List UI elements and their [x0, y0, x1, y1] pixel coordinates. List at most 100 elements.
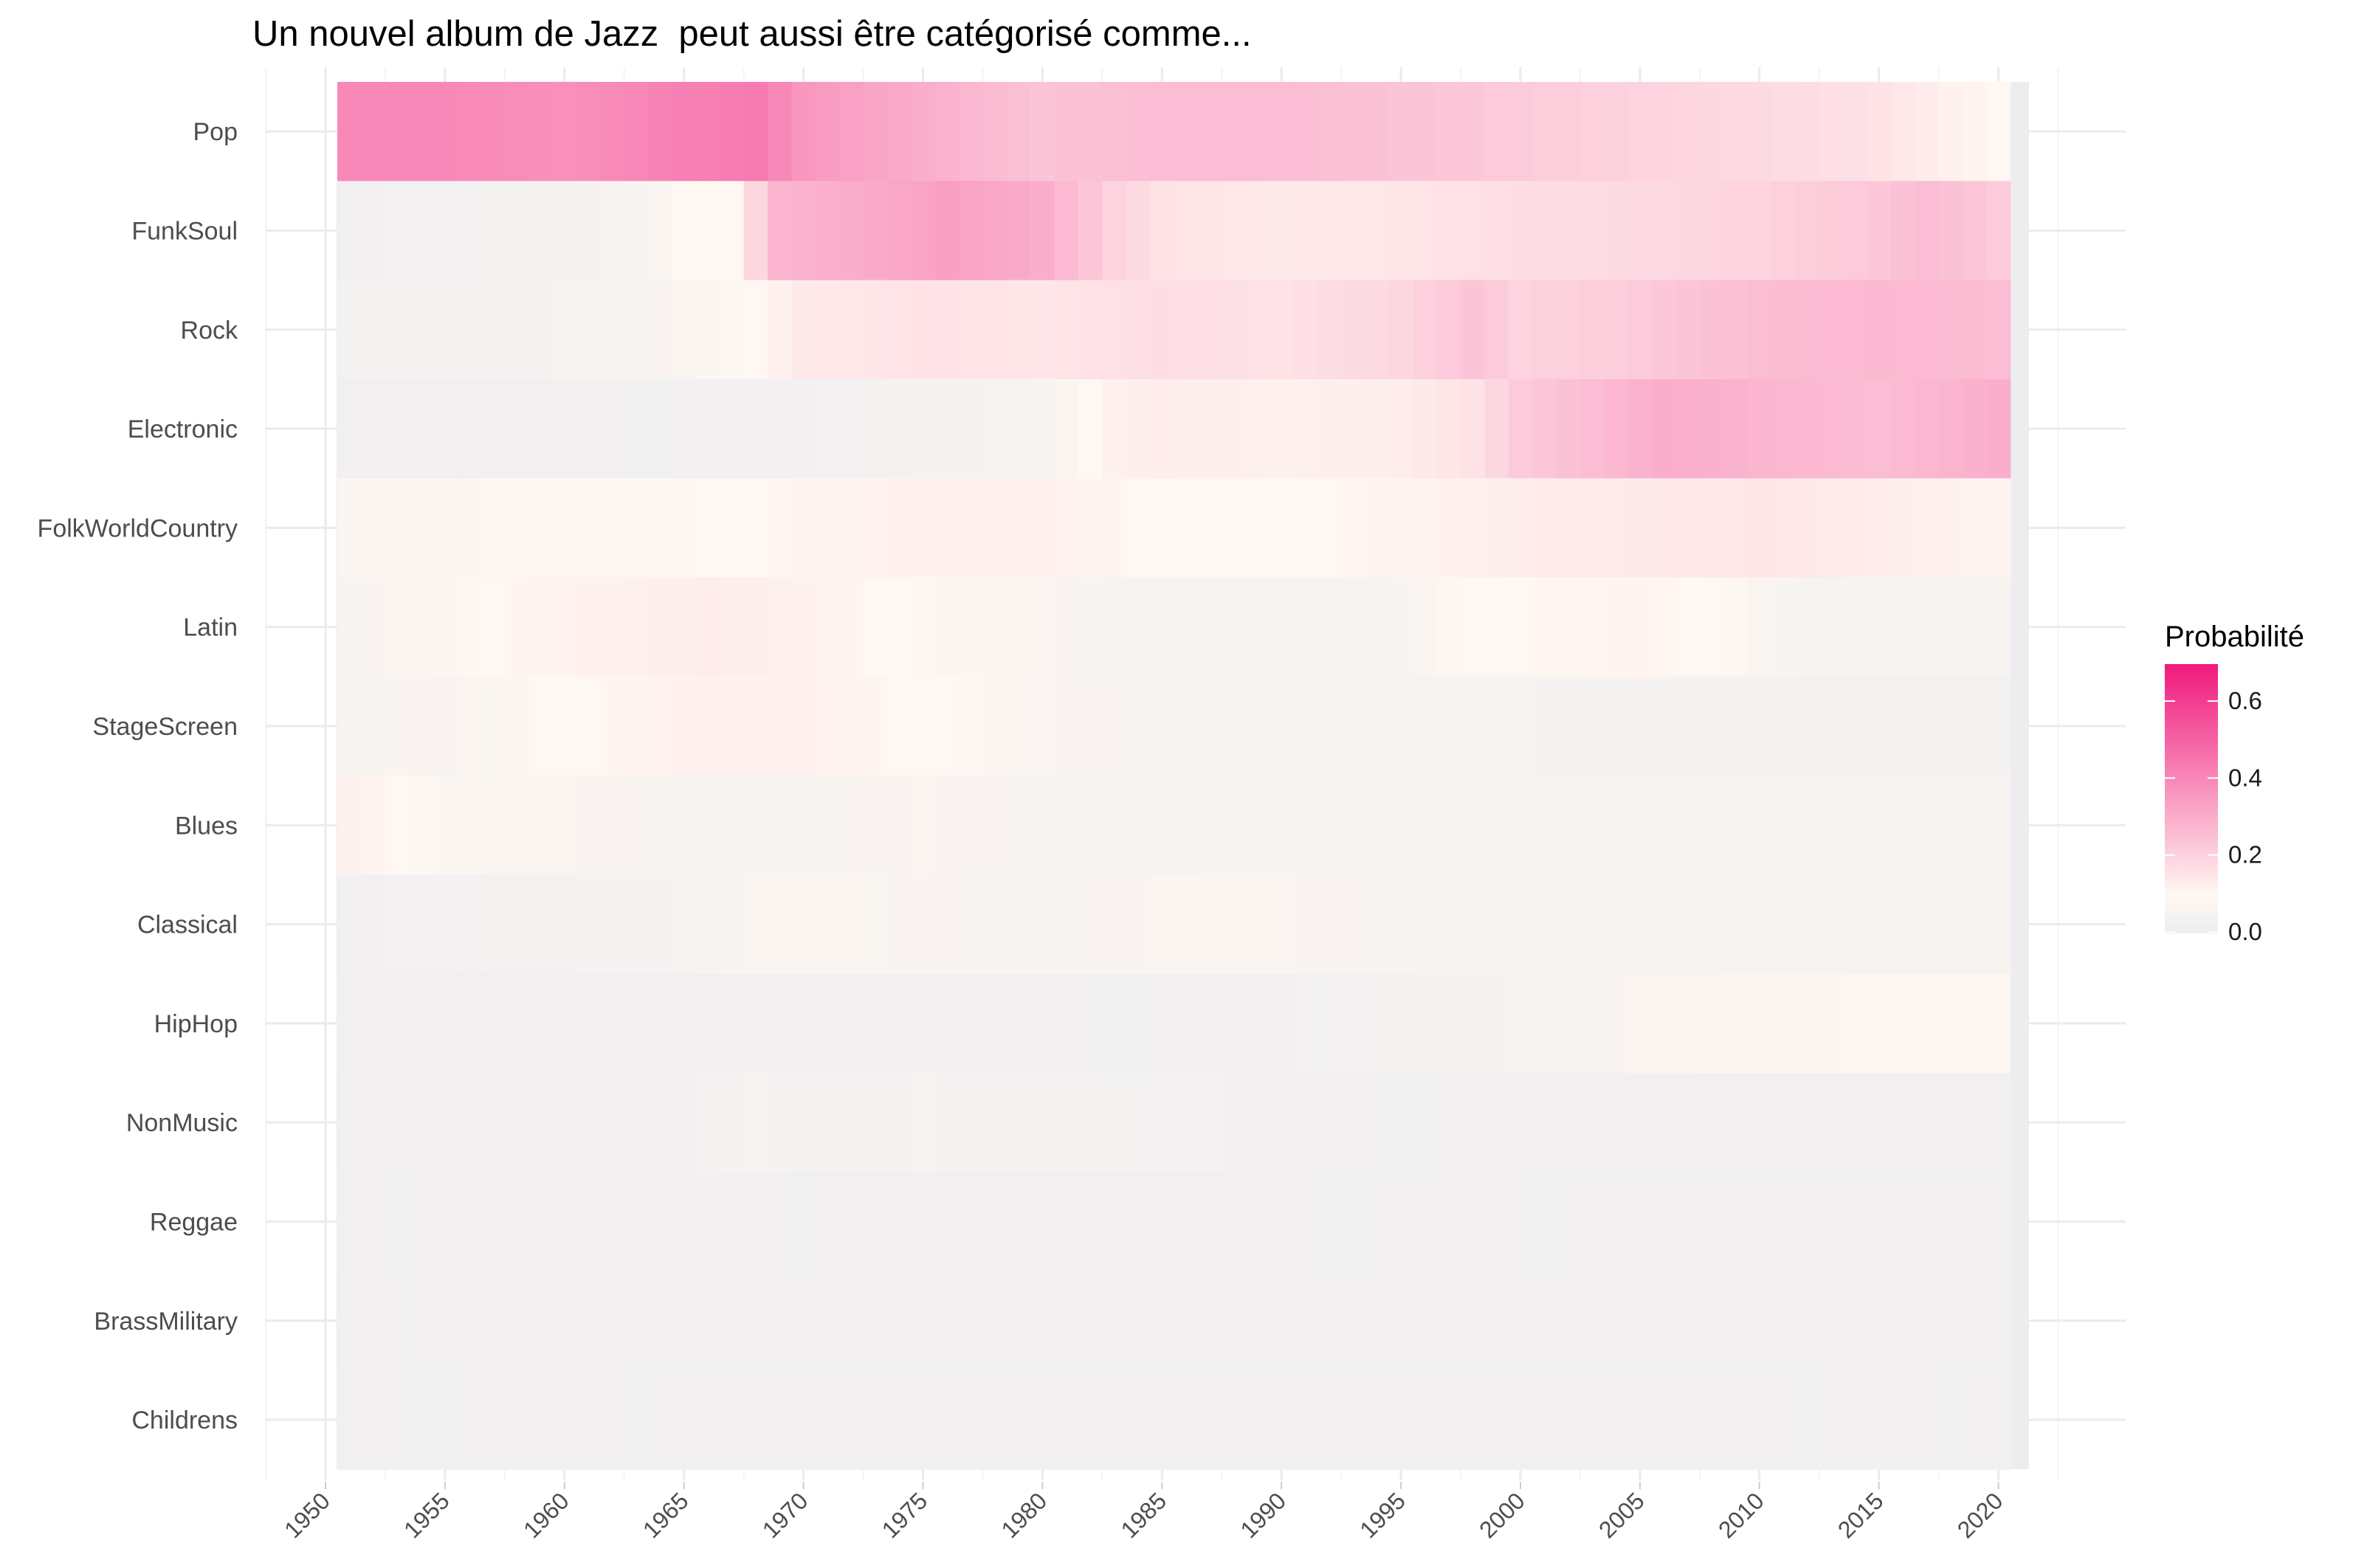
heatmap-cell [815, 676, 840, 776]
heatmap-cell [1699, 676, 1724, 776]
heatmap-cell [624, 577, 649, 677]
heatmap-cell [1986, 1172, 2011, 1272]
heatmap-cell [409, 1172, 434, 1272]
heatmap-cell [886, 181, 912, 281]
category-label: FolkWorldCountry [38, 514, 238, 542]
heatmap-cell [1938, 1172, 1963, 1272]
heatmap-cell [720, 874, 745, 975]
heatmap-cell [743, 874, 768, 975]
heatmap-cell [457, 1073, 482, 1172]
heatmap-cell [1890, 280, 1915, 380]
heatmap-cell [1054, 1370, 1079, 1470]
heatmap-cell [1054, 973, 1079, 1074]
heatmap-cell [695, 874, 720, 975]
heatmap-cell [1436, 776, 1461, 875]
heatmap-cell [528, 874, 554, 975]
heatmap-cell [1461, 676, 1486, 776]
heatmap-cell [672, 1073, 697, 1172]
heatmap-cell [1461, 874, 1486, 975]
category-label: StageScreen [92, 713, 238, 741]
heatmap-cell [1579, 181, 1605, 281]
heatmap-cell [1006, 280, 1031, 380]
heatmap-cell [457, 973, 482, 1074]
heatmap-cell [1867, 379, 1892, 479]
category-labels: Pop FunkSoul Rock Electronic FolkWorldCountr… [38, 118, 238, 1434]
heatmap-cell [1604, 776, 1629, 875]
heatmap-cell [457, 280, 482, 380]
heatmap-cell [1532, 973, 1557, 1074]
heatmap-cell [1771, 1073, 1796, 1172]
x-tick-label: 2000 [1474, 1488, 1530, 1544]
heatmap-cell [457, 776, 482, 875]
heatmap-cell [1604, 1073, 1629, 1172]
heatmap-cell [1579, 1073, 1605, 1172]
heatmap-cell [911, 1073, 936, 1172]
heatmap-cell [1699, 1271, 1724, 1371]
heatmap-cell [1150, 1271, 1175, 1371]
heatmap-cell [1771, 1172, 1796, 1272]
heatmap-cell [1293, 973, 1318, 1074]
heatmap-cell [1819, 676, 1844, 776]
heatmap-cell [1938, 478, 1963, 578]
heatmap-cell [1675, 280, 1701, 380]
heatmap-cell [1652, 1370, 1677, 1470]
heatmap-cell [648, 676, 673, 776]
heatmap-cell [385, 676, 410, 776]
heatmap-cell [1890, 379, 1915, 479]
heatmap-cell [1986, 577, 2011, 677]
heatmap-cell [791, 82, 816, 182]
heatmap-cell [1317, 577, 1342, 677]
heatmap-cell [839, 676, 864, 776]
heatmap-cell [1819, 1172, 1844, 1272]
heatmap-cell [504, 973, 529, 1074]
heatmap-cell [552, 181, 577, 281]
heatmap-cell [839, 478, 864, 578]
heatmap-cell [1819, 776, 1844, 875]
heatmap-cell [720, 577, 745, 677]
heatmap-cell [528, 1073, 554, 1172]
heatmap-cell [1413, 82, 1438, 182]
heatmap-cell [1508, 1370, 1533, 1470]
heatmap-cell [648, 1271, 673, 1371]
heatmap-cell [1126, 379, 1151, 479]
heatmap-cell [1627, 577, 1653, 677]
x-tick-label: 1975 [877, 1488, 933, 1544]
heatmap-cell [337, 973, 362, 1074]
heatmap-cell [1627, 973, 1653, 1074]
heatmap-cell [815, 379, 840, 479]
heatmap-cell [863, 776, 888, 875]
heatmap-cell [1652, 181, 1677, 281]
heatmap-cell [1867, 577, 1892, 677]
heatmap-cell [982, 676, 1007, 776]
heatmap-cell [1579, 1172, 1605, 1272]
heatmap-cell [863, 379, 888, 479]
heatmap-cell [1556, 1370, 1581, 1470]
heatmap-cell [720, 1271, 745, 1371]
heatmap-cell [672, 1172, 697, 1272]
heatmap-cell [1795, 1172, 1820, 1272]
heatmap-cell [1795, 1370, 1820, 1470]
heatmap-cell [863, 82, 888, 182]
heatmap-cell [1723, 181, 1749, 281]
heatmap-cell [409, 973, 434, 1074]
heatmap-cell [385, 181, 410, 281]
heatmap-cell [863, 1271, 888, 1371]
heatmap-cell [839, 82, 864, 182]
heatmap-cell [1150, 280, 1175, 380]
heatmap-cell [1723, 1172, 1749, 1272]
heatmap-cell [1245, 776, 1270, 875]
heatmap-cell [1508, 676, 1533, 776]
heatmap-cell [624, 676, 649, 776]
heatmap-cell [552, 1172, 577, 1272]
heatmap-cell [1222, 82, 1247, 182]
heatmap-cell [768, 1370, 793, 1470]
heatmap-cell [1365, 776, 1390, 875]
heatmap-cell [648, 82, 673, 182]
heatmap-cell [1150, 577, 1175, 677]
heatmap-cell [1915, 874, 1940, 975]
heatmap-cell [815, 1271, 840, 1371]
heatmap-cell [1963, 973, 1988, 1074]
heatmap-cell [1986, 676, 2011, 776]
heatmap-cell [1747, 478, 1772, 578]
heatmap-cell [863, 478, 888, 578]
